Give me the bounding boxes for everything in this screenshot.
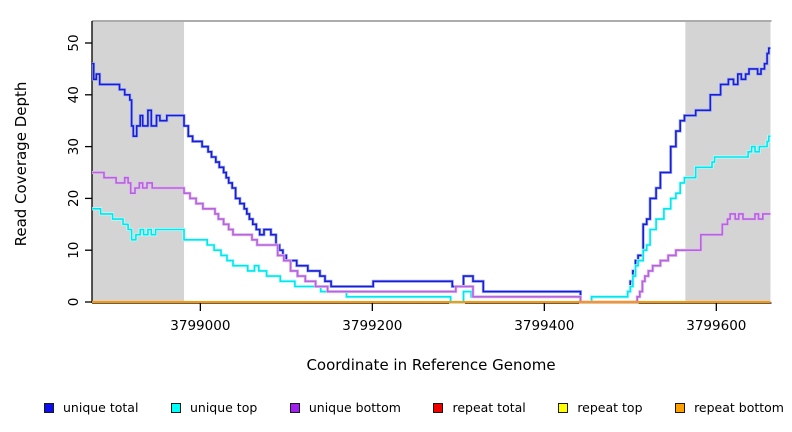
legend-label-unique-top: unique top [189, 400, 258, 415]
y-tick-label: 30 [66, 138, 82, 155]
legend-item-repeat-top: repeat top [558, 400, 643, 415]
y-tick-label: 50 [66, 34, 82, 51]
x-tick-label: 3799000 [170, 318, 230, 334]
y-tick-label: 10 [66, 242, 82, 259]
legend-swatch-icon-repeat-total [433, 402, 444, 413]
legend-swatch-icon-unique-top [170, 402, 181, 413]
y-tick-label: 40 [66, 86, 82, 103]
legend: unique total unique top unique bottom repea… [44, 400, 784, 415]
series-line-unique-total [92, 47, 771, 303]
legend-swatch-icon-unique-total [44, 402, 54, 413]
y-axis-title: Read Coverage Depth [12, 81, 30, 247]
legend-swatch-icon-repeat-bottom [675, 402, 686, 413]
legend-item-repeat-total: repeat total [433, 400, 526, 415]
legend-swatch-icon-unique-bottom [289, 402, 300, 413]
x-tick-label: 3799200 [342, 318, 402, 334]
x-tick-label: 3799600 [686, 318, 746, 334]
legend-item-unique-total: unique total [44, 400, 138, 415]
series-halo-unique-top [92, 134, 771, 304]
legend-label-unique-total: unique total [63, 400, 139, 415]
shaded-region-1 [685, 22, 771, 303]
legend-label-repeat-bottom: repeat bottom [694, 400, 784, 415]
legend-label-unique-bottom: unique bottom [308, 400, 401, 415]
series-halo-unique-total [92, 46, 771, 304]
series-line-unique-bottom [92, 171, 771, 303]
legend-swatch-icon-repeat-top [558, 402, 569, 413]
legend-label-repeat-top: repeat top [577, 400, 643, 415]
legend-item-repeat-bottom: repeat bottom [675, 400, 784, 415]
y-tick-label: 0 [66, 298, 82, 307]
shaded-region-0 [92, 22, 185, 303]
y-tick-label: 20 [66, 190, 82, 207]
legend-item-unique-bottom: unique bottom [289, 400, 401, 415]
legend-label-repeat-total: repeat total [452, 400, 526, 415]
x-tick-label: 3799400 [514, 318, 574, 334]
series-line-unique-top [92, 135, 771, 303]
x-axis-title: Coordinate in Reference Genome [306, 356, 556, 374]
legend-item-unique-top: unique top [170, 400, 258, 415]
